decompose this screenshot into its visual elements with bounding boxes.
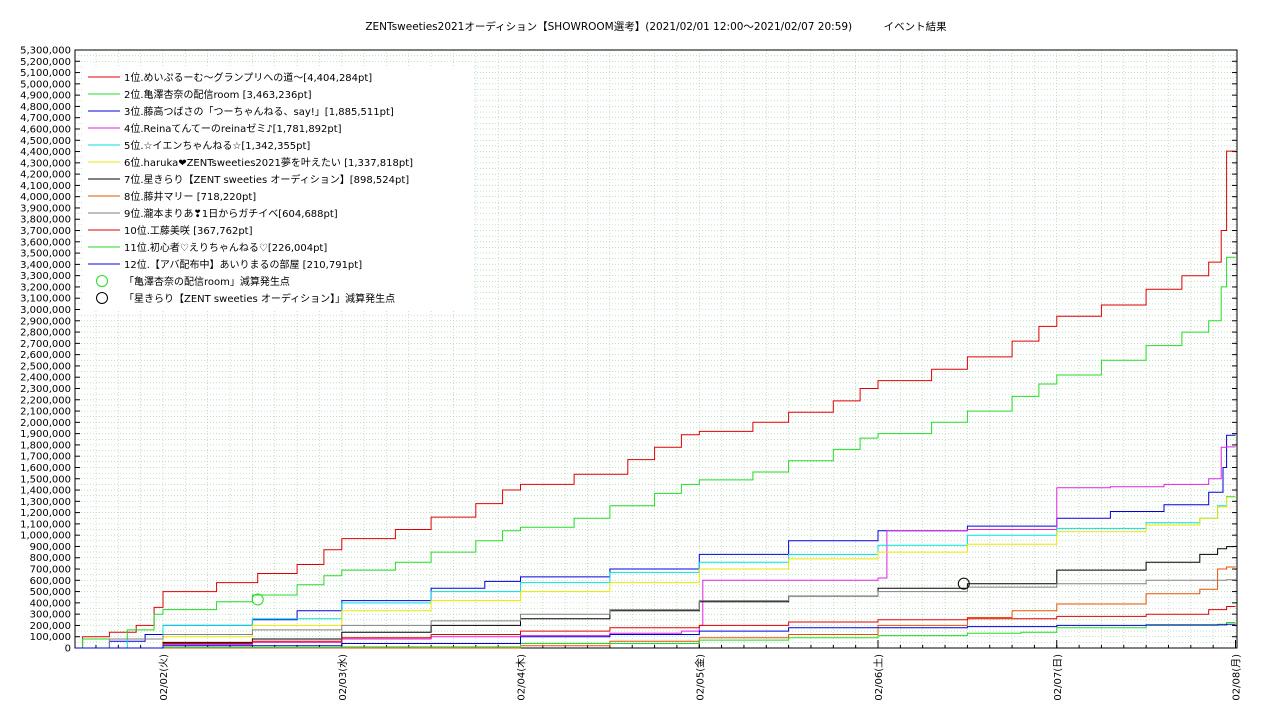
legend-marker-1 [96, 275, 108, 287]
y-tick-label: 500,000 [30, 587, 71, 598]
y-tick-label: 4,200,000 [20, 170, 71, 181]
y-tick-label: 3,400,000 [20, 260, 71, 271]
legend-label-7: 7位.星きらり【ZENT sweeties オーディション】[898,524pt… [124, 173, 409, 186]
reduction-markers [251, 577, 970, 606]
y-tick-label: 200,000 [30, 621, 71, 632]
y-tick-label: 1,400,000 [20, 486, 71, 497]
y-tick-label: 1,100,000 [20, 519, 71, 530]
x-tick-label: 02/07(日) [1053, 654, 1064, 701]
legend-label-1: 1位.めいぷるーむ～グランプリへの道～[4,404,284pt] [124, 71, 372, 84]
legend: 1位.めいぷるーむ～グランプリへの道～[4,404,284pt] 2位.亀澤杏奈の… [82, 66, 474, 310]
y-tick-label: 4,100,000 [20, 181, 71, 192]
x-tick-label: 02/02(火) [158, 654, 170, 701]
legend-marker-2 [96, 292, 108, 304]
y-tick-label: 4,300,000 [20, 158, 71, 169]
legend-label-9: 9位.瀧本まりあ❣1日からガチイベ[604,688pt] [124, 207, 338, 220]
y-tick-label: 3,100,000 [20, 294, 71, 305]
legend-label-4: 4位.Reinaてんてーのreinaゼミ♪[1,781,892pt] [124, 122, 342, 135]
series-line-1 [75, 150, 1236, 649]
y-tick-label: 3,300,000 [20, 271, 71, 282]
chart-title: ZENTsweeties2021オーディション【SHOWROOM選考】(2021… [365, 20, 947, 33]
y-tick-label: 1,800,000 [20, 440, 71, 451]
series-line-12 [75, 623, 1236, 649]
y-tick-label: 2,200,000 [20, 395, 71, 406]
y-tick-label: 1,600,000 [20, 463, 71, 474]
legend-box [82, 66, 474, 310]
y-tick-label: 2,700,000 [20, 339, 71, 350]
legend-label-3: 3位.藤高つばさの「つーちゃんねる、say!」[1,885,511pt] [124, 105, 394, 118]
y-tick-label: 2,000,000 [20, 418, 71, 429]
y-tick-label: 3,500,000 [20, 249, 71, 260]
y-tick-label: 4,500,000 [20, 136, 71, 147]
series-line-2 [75, 256, 1236, 649]
legend-marker-label-2: 「星きらり【ZENT sweeties オーディション】」減算発生点 [124, 292, 395, 305]
grid-lines [75, 49, 1237, 649]
y-tick-label: 5,100,000 [20, 68, 71, 79]
y-tick-label: 900,000 [30, 542, 71, 553]
series-lines [75, 150, 1236, 649]
y-tick-label: 4,400,000 [20, 147, 71, 158]
y-tick-label: 2,600,000 [20, 350, 71, 361]
y-tick-label: 400,000 [30, 598, 71, 609]
y-tick-label: 1,000,000 [20, 531, 71, 542]
x-tick-label: 02/05(金) [693, 654, 706, 701]
plot-frame [74, 49, 1238, 649]
y-tick-label: 1,900,000 [20, 429, 71, 440]
series-line-10 [75, 606, 1236, 649]
y-tick-label: 3,200,000 [20, 282, 71, 293]
series-line-8 [75, 566, 1236, 649]
y-tick-label: 2,800,000 [20, 328, 71, 339]
y-tick-label: 3,800,000 [20, 215, 71, 226]
legend-label-8: 8位.藤井マリー [718,220pt] [124, 190, 256, 203]
y-tick-label: 3,600,000 [20, 237, 71, 248]
legend-label-2: 2位.亀澤杏奈の配信room [3,463,236pt] [124, 88, 312, 101]
y-tick-label: 300,000 [30, 610, 71, 621]
y-tick-label: 5,300,000 [20, 46, 71, 57]
y-tick-label: 4,900,000 [20, 91, 71, 102]
y-tick-label: 2,400,000 [20, 373, 71, 384]
y-tick-label: 1,700,000 [20, 452, 71, 463]
y-tick-label: 2,300,000 [20, 384, 71, 395]
y-axis: 0100,000200,000300,000400,000500,000600,… [20, 46, 1237, 655]
y-tick-label: 3,900,000 [20, 203, 71, 214]
y-tick-label: 1,500,000 [20, 474, 71, 485]
x-tick-label: 02/04(木) [516, 654, 528, 701]
y-tick-label: 0 [65, 644, 71, 655]
legend-label-11: 11位.初心者♡えりちゃんねる♡[226,004pt] [124, 241, 327, 254]
series-line-4 [75, 446, 1236, 649]
legend-label-10: 10位.工藤美咲 [367,762pt] [124, 224, 253, 237]
y-tick-label: 4,600,000 [20, 124, 71, 135]
y-tick-label: 5,200,000 [20, 57, 71, 68]
legend-marker-label-1: 「亀澤杏奈の配信room」減算発生点 [124, 275, 290, 288]
y-tick-label: 5,000,000 [20, 79, 71, 90]
y-tick-label: 4,800,000 [20, 102, 71, 113]
y-tick-label: 800,000 [30, 553, 71, 564]
y-tick-label: 100,000 [30, 632, 71, 643]
y-tick-label: 4,000,000 [20, 192, 71, 203]
y-tick-label: 700,000 [30, 565, 71, 576]
y-tick-label: 2,500,000 [20, 361, 71, 372]
series-line-9 [75, 579, 1236, 649]
series-line-6 [75, 496, 1236, 649]
y-tick-label: 2,100,000 [20, 407, 71, 418]
legend-label-12: 12位.【アバ配布中】あいりまるの部屋 [210,791pt] [124, 258, 362, 271]
legend-label-6: 6位.haruka❤ZENTsweeties2021夢を叶えたい [1,337,… [124, 156, 413, 169]
y-tick-label: 600,000 [30, 576, 71, 587]
reduction-marker-1 [251, 593, 264, 606]
y-tick-label: 3,000,000 [20, 305, 71, 316]
x-axis: 02/02(火) 02/03(水) 02/04(木) 02/05(金) 02/06(土)… [95, 640, 1243, 701]
x-tick-label: 02/06(土) [872, 654, 885, 701]
y-tick-label: 1,200,000 [20, 508, 71, 519]
y-tick-label: 3,700,000 [20, 226, 71, 237]
y-tick-label: 4,700,000 [20, 113, 71, 124]
x-tick-label: 02/08(月) [1231, 654, 1243, 701]
reduction-marker-2 [957, 577, 970, 590]
legend-label-5: 5位.☆イエンちゃんねる☆[1,342,355pt] [124, 139, 310, 152]
x-tick-label: 02/03(水) [337, 654, 349, 701]
y-tick-label: 2,900,000 [20, 316, 71, 327]
y-tick-label: 1,300,000 [20, 497, 71, 508]
